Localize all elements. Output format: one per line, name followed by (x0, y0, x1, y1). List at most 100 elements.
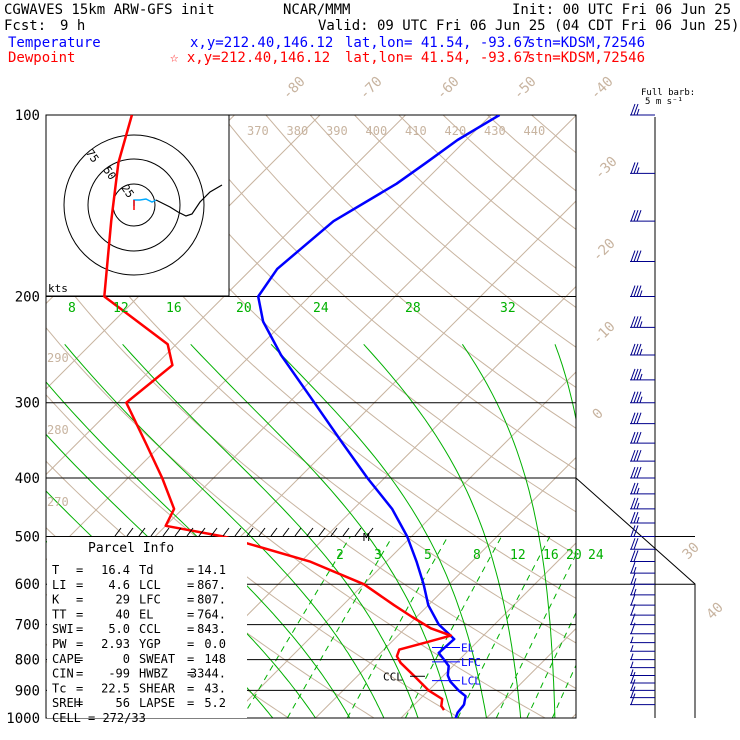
dry-adiabat-line (88, 115, 576, 556)
barb-full (630, 583, 636, 596)
wind-barb (630, 636, 655, 644)
hatch-mark (282, 527, 290, 537)
barb-full (630, 594, 636, 606)
fcst-value: 9 h (60, 18, 86, 34)
barb-full (630, 162, 636, 174)
pressure-tick-label: 600 (15, 577, 40, 593)
hatch-mark (222, 527, 230, 537)
barb-full (630, 613, 636, 625)
dry-adiabat-line (309, 115, 576, 348)
barb-full (630, 497, 636, 510)
moist-adiabat-line (623, 344, 639, 718)
wind-barb (630, 661, 655, 669)
mixing-ratio-label: 20 (236, 301, 252, 316)
barb-full (633, 431, 639, 444)
barb-note-line2: 5 m s⁻¹ (645, 97, 683, 107)
parcel-info-table: T = 16.4 Td = 14.1LI = 4.6 LCL = 867.K = 29 LFC = 807.T… (47, 537, 247, 718)
parcel-info-cell: = (187, 681, 194, 695)
isotherm-line (229, 371, 576, 718)
parcel-info-cell: = (76, 563, 83, 577)
wind-barbs (630, 103, 656, 718)
dry-adiabat-line (221, 115, 576, 429)
barb-full (630, 391, 636, 403)
hodograph-ring (87, 158, 181, 252)
isotherm-tick-label: -10 (590, 319, 619, 348)
dry-adiabat-line (531, 115, 576, 154)
mixing-ratio-line (241, 536, 351, 718)
theta-label: 430 (484, 124, 506, 138)
mixing-ratio-label: 32 (500, 301, 516, 316)
barb-full (630, 316, 636, 328)
barb-full (630, 573, 636, 585)
hatch-mark (246, 527, 254, 537)
isotherm-tick-label: -40 (588, 74, 617, 103)
parcel-info-cell: = (187, 622, 194, 636)
barb-half (633, 566, 637, 574)
parcel-info-cell: 843. (197, 622, 226, 636)
barb-full (633, 103, 639, 116)
m-marker: M (363, 531, 370, 544)
barb-full (633, 497, 639, 510)
parcel-info-cell: 807. (197, 593, 226, 607)
pressure-tick-label: 800 (15, 653, 40, 669)
mixing-ratio-label: 5 (424, 548, 432, 563)
wind-barb (630, 449, 655, 462)
hodograph-ring-label: 50 (100, 164, 118, 182)
dewpoint-station: stn=KDSM,72546 (527, 50, 646, 66)
moist-adiabat-line (46, 381, 351, 718)
parcel-info-cell: LAPSE (139, 696, 175, 710)
barb-half (639, 373, 643, 381)
theta-label: 390 (326, 124, 348, 138)
barb-full (630, 449, 636, 462)
hatch-mark (294, 527, 302, 537)
theta-label: 410 (405, 124, 427, 138)
moist-adiabat-line (270, 343, 487, 718)
mixing-ratio-label: 20 (566, 548, 582, 563)
isotherm-tick-label: 40 (704, 600, 727, 623)
barb-half (636, 487, 640, 495)
theta-label: 270 (47, 495, 69, 509)
dry-adiabat-line (46, 188, 576, 644)
barb-full (630, 525, 636, 537)
barb-half (636, 502, 640, 510)
barb-full (630, 671, 636, 684)
parcel-info-cell: = (187, 652, 194, 666)
sounding-series (103, 115, 501, 718)
barb-full (630, 103, 636, 116)
barb-half (630, 636, 634, 643)
wind-barb (630, 686, 655, 699)
wind-barb (630, 343, 655, 356)
barb-full (630, 693, 636, 705)
parcel-info-cell: 16.4 (101, 563, 130, 577)
dry-adiabat-line (132, 115, 576, 513)
theta-label: 370 (247, 124, 269, 138)
pressure-tick-label: 200 (15, 290, 40, 306)
hatch-mark (174, 527, 182, 537)
parcel-info-cell: SREH (52, 696, 81, 710)
isotherm-line (486, 627, 576, 718)
barb-half (639, 321, 643, 328)
center-label: NCAR/MMM (283, 2, 351, 18)
wind-barb (630, 679, 655, 691)
dry-adiabat-line (265, 115, 576, 389)
barb-full (633, 538, 639, 550)
hatch-mark (210, 527, 218, 537)
mixing-ratio-label: 12 (510, 548, 526, 563)
barb-full (630, 343, 636, 356)
barb-full (636, 210, 642, 222)
parcel-info-cell: = (76, 593, 83, 607)
parcel-info-cell: CIN (52, 667, 74, 681)
parcel-info-cell: = (187, 578, 194, 592)
mixing-ratio-line (286, 536, 393, 718)
isotherm-line (658, 115, 740, 718)
wind-barb (630, 250, 655, 263)
hatch-mark (150, 527, 158, 537)
barb-full (630, 412, 636, 424)
parcel-info-cell: = (187, 637, 194, 651)
dewpoint-profile (103, 115, 453, 711)
dry-adiabat-line (46, 326, 546, 718)
hodograph-ring-label: 25 (118, 182, 136, 200)
parcel-info-cell: = (76, 637, 83, 651)
wind-barb (630, 466, 655, 479)
